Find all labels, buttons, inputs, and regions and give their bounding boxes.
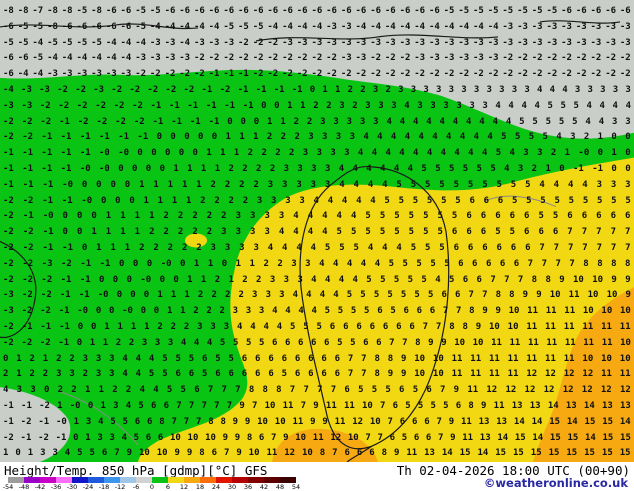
temp-value-row: -2 -1 -2 -1 0 1 3 3 4 5 6 6 10 10 10 9 9 8 6 7 9 10 11 12 10 7 7 6 5…: [3, 432, 631, 443]
legend-segment: [264, 477, 280, 483]
legend-tick-label: -54: [2, 483, 14, 491]
contour-closed-loop: [299, 166, 450, 450]
coastlines: [57, 195, 557, 446]
temp-value-row: -2 -2 -2 -1 -1 0 0 0 -0 0 0 1 1 2 1 2 2 3 3 3 4 4 4 4 5 5 5 5 5 4 5 6 6 7…: [3, 274, 631, 285]
temperature-legend: -54 -48 -42 -36 -30 -24 -18 -12 -6 0 6 12 18 24 30 36 42…: [2, 477, 322, 491]
legend-tick-label: -30: [66, 483, 78, 491]
temp-value-row: -1 -1 -1 -0 0 0 0 0 1 1 1 1 1 2 2 2 2 3 3 3 3 3 4 4 4 4 5 5 5 5 5 5 5 5 5 5…: [3, 179, 631, 190]
temp-value-row: -8 -8 -7 -8 -8 -5 -8 -6 -6 -5 -5 -6 -6 -6 -6 -6 -6 -6 -6 -6…: [3, 6, 631, 16]
temp-value-row: -2 -2 -1 -1 -1 -1 -1 -1 0 0 0 0 0 1 1 1 2 2 2 3 3 3 3 4 4 4 4 4 4 4 4 4…: [3, 132, 631, 143]
contour-top-left: [0, 23, 199, 30]
legend-tick-label: 42: [259, 483, 269, 491]
legend-tick-labels: -54 -48 -42 -36 -30 -24 -18 -12 -6 0 6 12 18 24 30 36 42…: [3, 483, 322, 491]
legend-segment: [232, 477, 248, 483]
temp-value-row: -1 -2 -1 -0 1 3 4 5 5 6 6 8 7 7 7 8 8 9 9 10 10 11 9 9 11 12 10 7 6 6…: [3, 416, 631, 427]
legend-tick-label: -6: [132, 483, 140, 491]
region-gray-bottom-left: [0, 387, 71, 462]
legend-segment: [8, 477, 24, 483]
legend-segment: [248, 477, 264, 483]
footer-bar: Height/Temp. 850 hPa [gdmp][°C] GFS Th 0…: [0, 462, 634, 491]
legend-tick-label: 12: [179, 483, 189, 491]
temp-value-row: -2 -2 -2 -1 -2 -2 -2 -2 -1 -1 -1 -1 0 0 0 1 1 2 2 3 3 3 3 3 4 4 4 4…: [3, 116, 631, 127]
legend-tick-label: -24: [82, 483, 94, 491]
temp-value-row: -4 -3 -3 -2 -2 -3 -2 -2 -2 -2 -2 -1 -2 -1 -1 -1 -1 0 1 1 2 2 3…: [3, 85, 631, 95]
temp-value-row: -3 -3 -2 -2 -2 -2 -2 -2 -1 -1 -1 -1 -1 -1 0 0 1 1 2 2 3 2 3 3 3 4…: [3, 100, 631, 111]
legend-tick-label: 48: [275, 483, 285, 491]
footer-legend-row: -54 -48 -42 -36 -30 -24 -18 -12 -6 0 6 12 18 24 30 36 42…: [0, 477, 634, 491]
legend-color-bar: [8, 477, 322, 483]
temp-value-row: -6 -4 -4 -3 -3 -3 -3 -3 -3 -2 -2 -2 -2 -2 -1 -1 -1 -2 -2 -2…: [3, 69, 631, 80]
legend-tick-label: 6: [165, 483, 171, 491]
legend-segment: [280, 477, 296, 483]
legend-tick-label: 36: [243, 483, 253, 491]
legend-tick-label: 54: [291, 483, 301, 491]
temp-value-row: -6 -6 -5 -4 -4 -4 -4 -4 -4 -3 -3 -3 -3 -2 -2 -2 -2 -2 -2 -2…: [3, 53, 631, 64]
temp-value-row: -2 -1 -1 -1 0 0 1 1 1 1 2 2 2 3 3 3 4 4 4 4 5 5 5 6 6 6 6 6 6 6 7 7 8 8 9 1…: [3, 322, 631, 332]
contour-top-center: [255, 34, 499, 42]
temp-value-row: -3 -2 -2 -1 -0 0 0 -0 0 0 1 1 2 2 2 3 3 3 4 4 4 4 5 5 5 5 6 5 6 6 6 7 7 8…: [3, 306, 631, 317]
legend-tick-label: 24: [211, 483, 221, 491]
legend-tick-label: 18: [195, 483, 205, 491]
temp-value-row: -5 -5 -4 -5 -5 -5 -5 -4 -4 -4 -3 -3 -4 -3 -3 -3 -2 -2 -2 -3…: [3, 37, 631, 48]
legend-segment: [56, 477, 72, 483]
contour-left-edge: [0, 240, 37, 339]
temp-value-row: -2 -1 -0 0 0 0 1 1 1 1 2 2 2 2 2 3 3 3 3 4 4 4 4 4 5 5 5 5 5 5 5 6 6 6 6 6 5…: [3, 211, 631, 222]
footer-title-row: Height/Temp. 850 hPa [gdmp][°C] GFS Th 0…: [0, 462, 634, 478]
temp-value-row: 1 0 1 3 3 4 5 5 6 7 9 10 10 9 9 8 6 7 9 10 11 12 10 8 7 6 6 6 8 9 11 13…: [3, 448, 631, 459]
region-cold-gray-band: [0, 0, 634, 139]
region-orange-right: [533, 287, 634, 462]
temp-value-row: -2 -2 -3 -2 -1 -1 0 0 0 -0 0 1 1 0 1 1 2 2 3 3 4 4 4 4 4 5 5 5 5 5 6 6 6…: [3, 258, 631, 269]
coastline-bottom-left: [57, 390, 139, 446]
valid-datetime: Th 02-04-2026 18:00 UTC (00+90): [396, 462, 630, 478]
temp-value-row: -2 -2 -1 -1 0 1 1 1 2 2 2 2 2 3 3 3 3 4 4 4 4 5 5 5 4 4 4 5 5 5 6 6 6 6 6 6…: [3, 243, 631, 253]
legend-segment: [72, 477, 88, 483]
map-graphics: [0, 0, 634, 462]
region-yellow-spot: [185, 233, 207, 248]
temp-value-row: -2 -2 -1 -1 -0 0 0 0 1 1 1 1 2 2 2 2 3 3 3 3 4 4 4 4 4 5 5 5 5 5 5 6 6 6 5…: [3, 195, 631, 206]
contour-top-right: [539, 20, 621, 24]
temp-value-row: -2 -2 -2 -1 0 1 1 2 2 3 3 3 4 4 4 5 5 5 5 6 6 6 6 6 5 5 6 6 7 7 8 9 9 10 1…: [3, 337, 631, 348]
legend-tick-label: -42: [34, 483, 46, 491]
temp-value-row: 2 1 2 2 3 3 2 3 3 4 4 5 5 6 6 5 6 6 6 6 6 5 6 6 6 6 7 7 8 9 9 10 10 11 11 1…: [3, 369, 631, 380]
legend-segment: [88, 477, 104, 483]
legend-tick-label: -18: [98, 483, 110, 491]
map-area: -8 -8 -7 -8 -8 -5 -8 -6 -6 -5 -5 -6 -6 -6 -6 -6 -6 -6 -6 -6…: [0, 0, 634, 462]
legend-tick-label: 30: [227, 483, 237, 491]
legend-tick-label: -12: [114, 483, 126, 491]
contour-loop-tail: [346, 445, 373, 462]
legend-segment: [184, 477, 200, 483]
region-warm-yellow: [138, 157, 634, 462]
legend-tick-label: 0: [149, 483, 155, 491]
legend-segment: [152, 477, 168, 483]
legend-segment: [200, 477, 216, 483]
chart-title: Height/Temp. 850 hPa [gdmp][°C] GFS: [4, 462, 268, 478]
temp-value-row: -1 -1 -1 -1 -1 -0 -0 0 0 0 0 0 1 1 1 2 2 2 2 3 3 3 3 4 4 4 4 4 4 4 4 4 4…: [3, 148, 631, 159]
legend-segment: [136, 477, 152, 483]
temp-value-row: -3 -2 -2 -1 -1 -0 0 0 0 1 1 1 2 2 2 2 3 3 3 4 4 4 4 5 5 5 5 5 5 5 6 6 7 7…: [3, 290, 631, 301]
legend-segment: [120, 477, 136, 483]
temp-value-row: -2 -2 -1 0 0 1 1 1 1 2 2 2 2 2 3 3 3 3 4 4 4 4 5 5 5 5 5 5 5 5 6 6 6 5 5 6 6…: [3, 227, 631, 238]
legend-segment: [216, 477, 232, 483]
temp-value-row: -6 -5 -5 -8 -6 -6 -6 -6 -6 -5 -4 -4 -4 -4 -4 -5 -5 -5 -4 -4…: [3, 21, 631, 32]
legend-segment: [104, 477, 120, 483]
temp-value-row: 0 1 2 1 2 2 3 3 3 4 4 4 5 5 5 6 5 5 6 6 6 6 6 6 6 6 7 7 8 8 9 10 10 11 11 1…: [3, 353, 631, 364]
temp-value-row: 4 3 3 0 2 2 1 1 2 2 4 4 5 5 6 7 7 7 8 8 8 7 7 7 7 6 5 5 5 6 5 6 7 9 11 12 12…: [3, 385, 631, 396]
temp-value-row: -1 -1 -1 -1 -0 -0 0 0 0 0 1 1 1 1 2 2 2 2 3 3 3 3 4 4 4 4 4 4 5 5 5 5 5 5…: [3, 164, 631, 174]
region-orange-bottom-center: [272, 428, 378, 462]
temp-value-row: -1 -1 -2 1 -0 0 1 3 4 5 6 6 7 7 7 7 7 9 7 10 11 7 9 11 11 10 7 6 5 5 5…: [3, 401, 631, 411]
contour-lines: [0, 20, 621, 462]
copyright-link[interactable]: ©weatheronline.co.uk: [483, 476, 628, 490]
legend-tick-label: -36: [50, 483, 62, 491]
legend-segment: [40, 477, 56, 483]
legend-tick-label: -48: [18, 483, 30, 491]
legend-segment: [24, 477, 40, 483]
legend-segment: [168, 477, 184, 483]
temperature-grid: -8 -8 -7 -8 -8 -5 -8 -6 -6 -5 -5 -6 -6 -6 -6 -6 -6 -6 -6 -6…: [3, 6, 631, 459]
coastline-right: [483, 195, 557, 208]
